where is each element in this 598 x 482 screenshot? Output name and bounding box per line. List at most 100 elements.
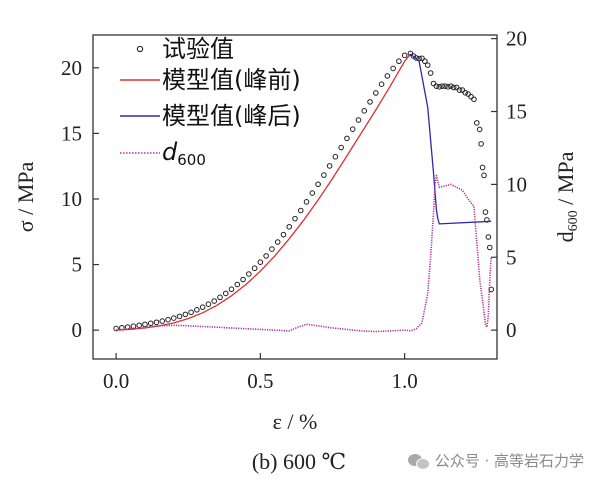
plot-frame — [92, 34, 498, 360]
data-point-test — [269, 246, 275, 252]
data-point-test — [448, 83, 454, 89]
data-point-test — [194, 307, 200, 313]
y-right-tick-label: 10 — [506, 172, 527, 196]
data-point-test — [297, 207, 304, 214]
data-point-test — [424, 62, 431, 68]
data-point-test — [401, 52, 408, 59]
data-point-test — [136, 322, 142, 329]
data-point-test — [481, 172, 487, 179]
y-right-tick-label: 5 — [506, 245, 517, 269]
legend-marker-test — [136, 45, 144, 53]
data-point-test — [486, 244, 493, 251]
y-right-tick-label: 20 — [506, 27, 527, 51]
data-point-test — [188, 309, 194, 316]
data-point-test — [419, 55, 425, 62]
data-point-test — [274, 239, 281, 245]
data-point-test — [332, 153, 339, 160]
data-point-test — [373, 90, 379, 96]
data-point-test — [147, 320, 154, 327]
data-point-test — [474, 120, 480, 126]
data-point-test — [246, 271, 252, 277]
watermark-text: 公众号 · 高等岩石力学 — [434, 452, 584, 470]
data-point-test — [315, 181, 321, 188]
data-point-test — [484, 217, 490, 223]
data-point-test — [222, 290, 229, 297]
data-point-test — [433, 83, 440, 89]
data-point-test — [378, 81, 385, 87]
data-point-test — [251, 265, 258, 272]
legend-label-post: 模型值(峰后) — [162, 102, 301, 130]
data-point-test — [205, 301, 212, 307]
y-left-tick-label: 5 — [72, 253, 83, 277]
data-point-test — [422, 58, 428, 65]
data-point-test — [280, 231, 287, 238]
data-point-test — [436, 84, 443, 90]
watermark: 公众号 · 高等岩石力学 — [407, 450, 584, 471]
y-axis-label-left: σ / MPa — [13, 162, 38, 233]
data-point-test — [468, 93, 474, 100]
data-point-test — [482, 209, 489, 215]
data-point-test — [338, 144, 344, 151]
data-point-test — [476, 126, 483, 133]
y-left-tick-label: 10 — [61, 187, 82, 211]
data-point-test — [456, 87, 463, 93]
x-tick-label: 0.0 — [103, 369, 129, 393]
data-point-test — [367, 99, 373, 105]
data-point-test — [142, 321, 148, 328]
data-point-test — [445, 84, 451, 90]
y-right-tick-label: 0 — [506, 318, 517, 342]
data-point-test — [471, 96, 477, 103]
data-point-test — [430, 80, 437, 87]
series-layer — [113, 50, 495, 333]
data-point-test — [303, 199, 310, 205]
data-point-test — [153, 319, 160, 326]
data-point-test — [459, 87, 466, 93]
data-point-test — [165, 316, 171, 323]
data-point-test — [292, 215, 298, 222]
data-point-test — [286, 223, 293, 230]
data-point-test — [344, 135, 350, 142]
figure-caption: (b) 600 ℃ — [251, 449, 347, 474]
data-point-test — [427, 70, 434, 76]
legend-label-d600: d600 — [162, 138, 206, 169]
data-point-test — [228, 286, 235, 293]
wechat-icon — [407, 453, 430, 470]
data-point-test — [462, 89, 469, 96]
legend-label-pre: 模型值(峰前) — [162, 66, 301, 94]
y-left-tick-label: 15 — [61, 121, 82, 145]
data-point-test — [326, 163, 333, 169]
data-point-test — [485, 234, 492, 240]
data-point-test — [384, 73, 391, 79]
data-point-test — [199, 304, 206, 310]
x-tick-label: 1.0 — [392, 369, 418, 393]
data-point-test — [113, 325, 119, 332]
data-point-test — [450, 84, 457, 91]
x-axis-label: ε / % — [273, 409, 318, 434]
legend-label-test: 试验值 — [162, 35, 234, 63]
data-point-test — [396, 58, 402, 65]
data-point-test — [439, 83, 445, 89]
ticks-layer: 0.0 0.5 1.0 0 5 10 15 20 0 5 10 15 20 — [61, 27, 527, 393]
data-point-test — [442, 83, 448, 89]
data-point-test — [309, 190, 316, 196]
data-point-test — [257, 259, 264, 265]
data-point-test — [390, 65, 396, 72]
data-point-test — [182, 311, 189, 318]
data-point-test — [263, 253, 269, 259]
data-point-test — [159, 318, 166, 324]
data-point-test — [176, 313, 183, 320]
data-point-test — [479, 164, 486, 171]
data-point-test — [234, 281, 241, 288]
data-point-test — [355, 117, 362, 123]
data-point-test — [321, 172, 327, 178]
data-point-test — [349, 126, 356, 132]
y-axis-label-right: d600 / MPa — [553, 151, 581, 242]
series-line-d600 — [116, 174, 492, 333]
legend: 试验值 模型值(峰前) 模型值(峰后) d600 — [120, 35, 301, 169]
data-point-test — [217, 294, 223, 301]
y-left-tick-label: 0 — [72, 318, 83, 342]
data-point-test — [240, 276, 246, 283]
series-line-post — [409, 53, 492, 225]
y-right-tick-label: 15 — [506, 100, 527, 124]
